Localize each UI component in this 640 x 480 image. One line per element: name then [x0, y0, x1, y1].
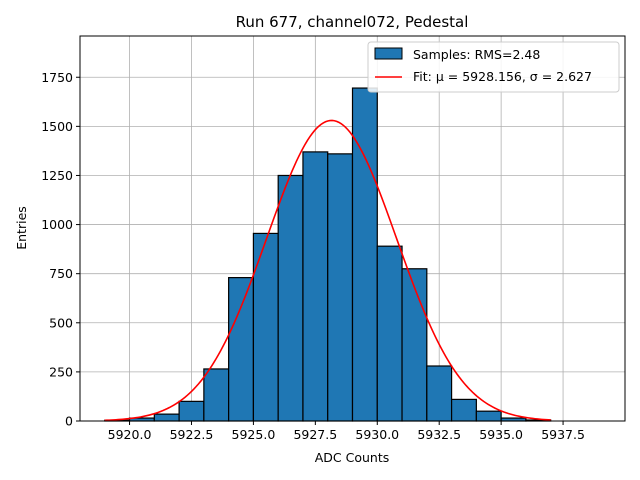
x-tick-label-6: 5935.0 — [479, 427, 523, 442]
legend: Samples: RMS=2.48 Fit: μ = 5928.156, σ =… — [367, 41, 620, 93]
y-tick-label-1: 250 — [49, 364, 73, 379]
x-axis-ticks: 5920.0 5922.5 5925.0 5927.5 5930.0 5932.5 5935… — [108, 421, 585, 442]
histogram-bar-3 — [178, 400, 205, 422]
x-tick-label-2: 5925.0 — [232, 427, 276, 442]
x-tick-label-5: 5932.5 — [417, 427, 461, 442]
x-axis-label: ADC Counts — [315, 450, 390, 465]
y-axis-label: Entries — [14, 206, 29, 250]
legend-box — [367, 41, 620, 93]
x-tick-label-7: 5937.5 — [541, 427, 585, 442]
y-tick-label-4: 1000 — [41, 217, 73, 232]
x-tick-label-4: 5930.0 — [355, 427, 399, 442]
histogram-bar-6 — [252, 232, 279, 422]
y-tick-label-3: 750 — [49, 266, 73, 281]
chart-title: Run 677, channel072, Pedestal — [236, 13, 469, 31]
x-tick-label-1: 5922.5 — [170, 427, 214, 442]
histogram-bar-10 — [351, 87, 378, 422]
histogram-bar-5 — [228, 277, 255, 422]
legend-label-fit: Fit: μ = 5928.156, σ = 2.627 — [413, 69, 592, 84]
y-tick-label-5: 1250 — [41, 168, 73, 183]
histogram-bar-2 — [153, 413, 180, 422]
histogram-bar-8 — [302, 151, 329, 422]
y-tick-label-6: 1500 — [41, 119, 73, 134]
y-tick-label-2: 500 — [49, 315, 73, 330]
histogram-bar-4 — [203, 368, 230, 422]
histogram-bar-15 — [475, 410, 502, 422]
y-tick-label-7: 1750 — [41, 70, 73, 85]
histogram-bar-14 — [450, 398, 477, 422]
histogram-bar-13 — [426, 365, 453, 422]
legend-label-samples: Samples: RMS=2.48 — [413, 47, 540, 62]
histogram-bar-9 — [327, 153, 354, 422]
legend-swatch-samples — [374, 47, 403, 60]
plot-frame — [79, 35, 626, 422]
y-axis-ticks: 0 250 500 750 1000 1250 1500 1750 — [41, 70, 80, 429]
histogram-bars — [104, 87, 552, 422]
fit-curve — [104, 119, 551, 422]
histogram-bar-12 — [401, 268, 428, 422]
x-tick-label-3: 5927.5 — [293, 427, 337, 442]
histogram-bar-11 — [376, 245, 403, 422]
histogram-bar-7 — [277, 174, 304, 422]
y-tick-label-0: 0 — [65, 414, 73, 429]
x-tick-label-0: 5920.0 — [108, 427, 152, 442]
